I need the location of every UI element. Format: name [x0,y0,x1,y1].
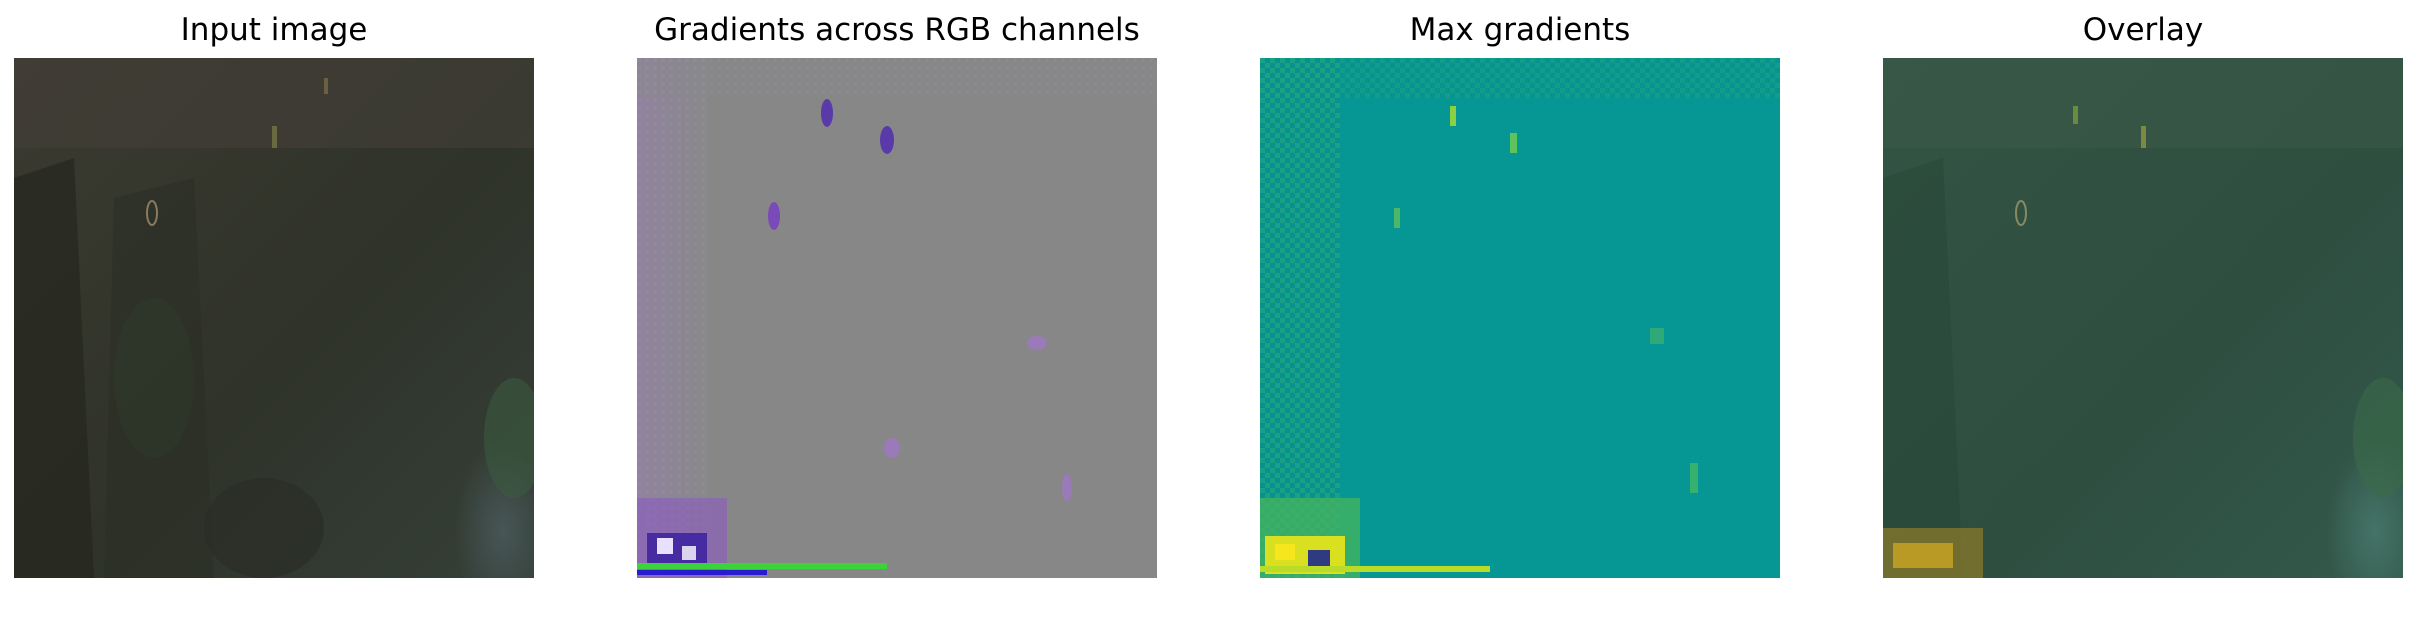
max-gradient-map [1260,58,1780,578]
panel-overlay: Overlay [1883,0,2403,580]
panel-input-image: Input image [14,0,534,580]
panel-title: Max gradients [1409,12,1631,48]
panel-max-gradients: Max gradients [1260,0,1780,580]
input-image [14,58,534,578]
panel-title: Gradients across RGB channels [654,12,1140,48]
panel-rgb-gradients: Gradients across RGB channels [637,0,1157,580]
rgb-gradient-map [637,58,1157,578]
panel-title: Overlay [2082,12,2204,48]
panel-title: Input image [180,12,368,48]
overlay-image [1883,58,2403,578]
